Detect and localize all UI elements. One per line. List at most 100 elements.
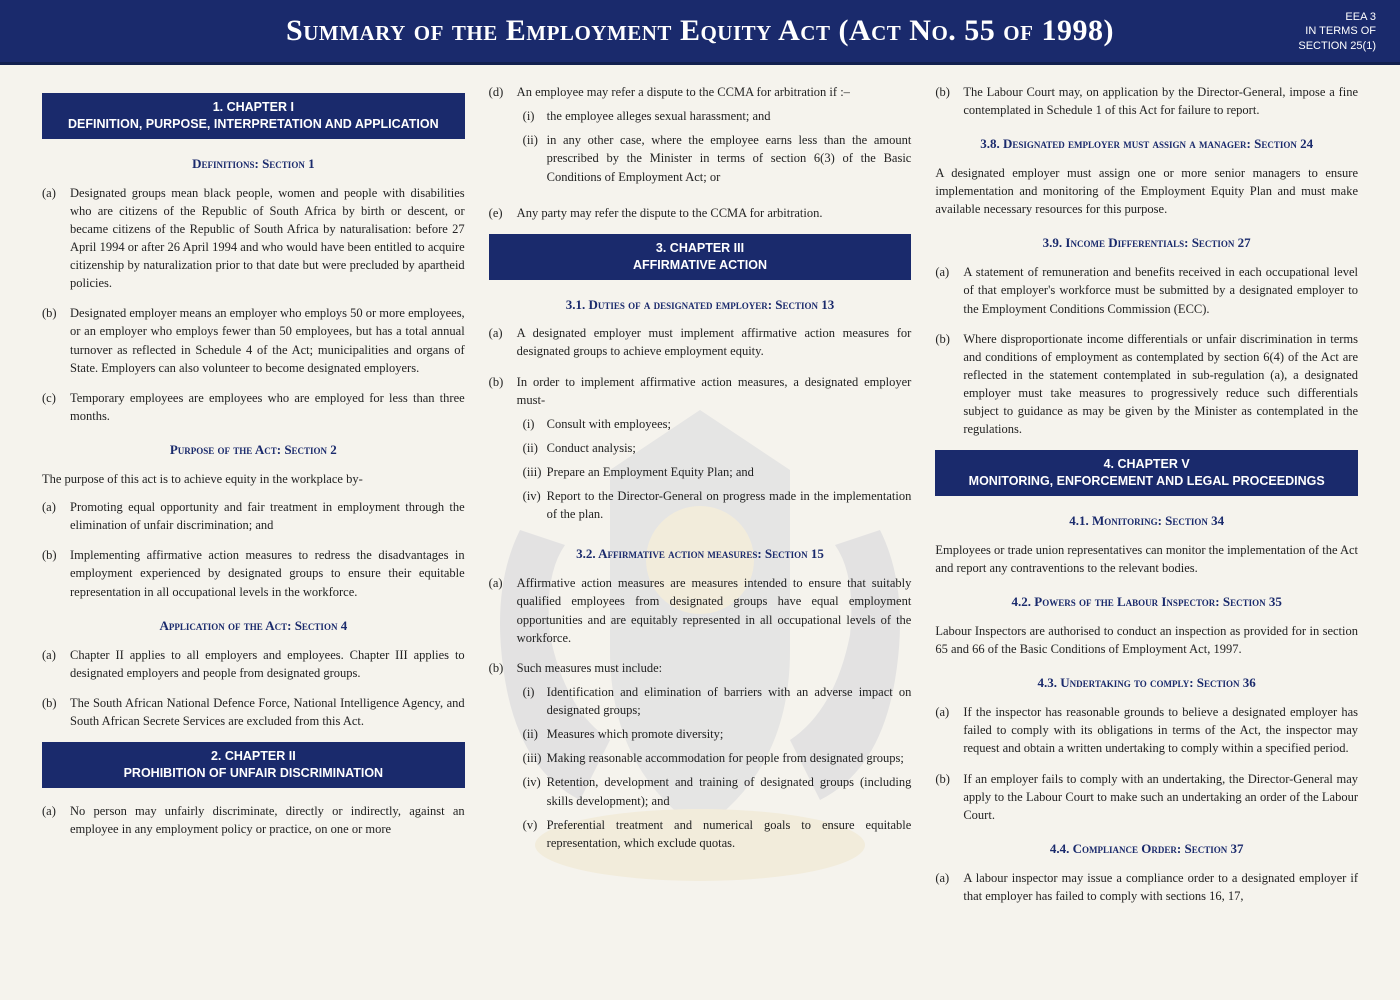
marker: (ii) <box>517 439 547 457</box>
item-body: Report to the Director-General on progre… <box>547 487 912 523</box>
item-text: In order to implement affirmative action… <box>517 375 912 407</box>
item-body: The Labour Court may, on application by … <box>963 83 1358 119</box>
item-body: Making reasonable accommodation for peop… <box>547 749 912 767</box>
intro-paragraph: The purpose of this act is to achieve eq… <box>42 470 465 488</box>
paragraph: A designated employer must assign one or… <box>935 164 1358 218</box>
document-title: Summary of the Employment Equity Act (Ac… <box>286 14 1114 48</box>
list-item: (b)Where disproportionate income differe… <box>935 330 1358 439</box>
list-item: (b)Designated employer means an employer… <box>42 304 465 377</box>
item-text: Such measures must include: <box>517 661 662 675</box>
item-body: Designated groups mean black people, wom… <box>70 184 465 293</box>
section-title: 4.1. Monitoring: Section 34 <box>935 512 1358 531</box>
paragraph: Employees or trade union representatives… <box>935 541 1358 577</box>
marker: (iii) <box>517 749 547 767</box>
section-title: Application of the Act: Section 4 <box>42 617 465 636</box>
list-item: (b) In order to implement affirmative ac… <box>489 373 912 530</box>
marker: (ii) <box>517 131 547 185</box>
marker: (a) <box>42 802 70 838</box>
item-body: If the inspector has reasonable grounds … <box>963 703 1358 757</box>
list-item: (e)Any party may refer the dispute to th… <box>489 204 912 222</box>
item-body: A labour inspector may issue a complianc… <box>963 869 1358 905</box>
item-body: Preferential treatment and numerical goa… <box>547 816 912 852</box>
item-body: Affirmative action measures are measures… <box>517 574 912 647</box>
item-body: If an employer fails to comply with an u… <box>963 770 1358 824</box>
item-body: in any other case, where the employee ea… <box>547 131 912 185</box>
chapter-number: 1. CHAPTER I <box>50 99 457 116</box>
item-body: The South African National Defence Force… <box>70 694 465 730</box>
item-body: A statement of remuneration and benefits… <box>963 263 1358 317</box>
section-title: 3.9. Income Differentials: Section 27 <box>935 234 1358 253</box>
list-item: (a)Affirmative action measures are measu… <box>489 574 912 647</box>
marker: (a) <box>935 263 963 317</box>
list-item: (b)The South African National Defence Fo… <box>42 694 465 730</box>
sublist: (i)the employee alleges sexual harassmen… <box>517 107 912 186</box>
chapter-title: DEFINITION, PURPOSE, INTERPRETATION AND … <box>50 116 457 133</box>
content-columns: 1. CHAPTER I DEFINITION, PURPOSE, INTERP… <box>0 65 1400 917</box>
marker: (b) <box>42 694 70 730</box>
item-body: Consult with employees; <box>547 415 912 433</box>
duties-list: (a)A designated employer must implement … <box>489 324 912 529</box>
marker: (b) <box>489 373 517 530</box>
item-body: Prepare an Employment Equity Plan; and <box>547 463 912 481</box>
marker: (a) <box>935 703 963 757</box>
marker: (a) <box>489 574 517 647</box>
item-body: the employee alleges sexual harassment; … <box>547 107 912 125</box>
list-item: (a)A designated employer must implement … <box>489 324 912 360</box>
chapter-3-heading: 3. CHAPTER III AFFIRMATIVE ACTION <box>489 234 912 280</box>
sub-item: (ii)Conduct analysis; <box>517 439 912 457</box>
sub-item: (ii)Measures which promote diversity; <box>517 725 912 743</box>
chapter-title: PROHIBITION OF UNFAIR DISCRIMINATION <box>50 765 457 782</box>
marker: (c) <box>42 389 70 425</box>
item-body: Designated employer means an employer wh… <box>70 304 465 377</box>
marker: (a) <box>935 869 963 905</box>
section-title: Definitions: Section 1 <box>42 155 465 174</box>
marker: (b) <box>935 83 963 119</box>
marker: (b) <box>935 330 963 439</box>
item-body: Any party may refer the dispute to the C… <box>517 204 912 222</box>
purpose-list: (a)Promoting equal opportunity and fair … <box>42 498 465 601</box>
sub-item: (i)the employee alleges sexual harassmen… <box>517 107 912 125</box>
sub-item: (iv)Report to the Director-General on pr… <box>517 487 912 523</box>
item-body: Implementing affirmative action measures… <box>70 546 465 600</box>
marker: (i) <box>517 107 547 125</box>
chapter-number: 2. CHAPTER II <box>50 748 457 765</box>
ch2-list: (a)No person may unfairly discriminate, … <box>42 802 465 838</box>
ref-line2: IN TERMS OF <box>1298 24 1376 38</box>
item-body: Where disproportionate income differenti… <box>963 330 1358 439</box>
marker: (b) <box>489 659 517 858</box>
list-item: (c)Temporary employees are employees who… <box>42 389 465 425</box>
chapter-title: AFFIRMATIVE ACTION <box>497 257 904 274</box>
marker: (v) <box>517 816 547 852</box>
item-body: Identification and elimination of barrie… <box>547 683 912 719</box>
marker: (d) <box>489 83 517 192</box>
item-body: A designated employer must implement aff… <box>517 324 912 360</box>
sublist: (i)Identification and elimination of bar… <box>517 683 912 852</box>
marker: (iv) <box>517 487 547 523</box>
section-title: 4.3. Undertaking to comply: Section 36 <box>935 674 1358 693</box>
chapter-number: 3. CHAPTER III <box>497 240 904 257</box>
income-list: (a)A statement of remuneration and benef… <box>935 263 1358 438</box>
chapter-4-heading: 4. CHAPTER V MONITORING, ENFORCEMENT AND… <box>935 450 1358 496</box>
marker: (b) <box>42 304 70 377</box>
section-title: 3.2. Affirmative action measures: Sectio… <box>489 545 912 564</box>
item-body: Conduct analysis; <box>547 439 912 457</box>
dispute-list: (d) An employee may refer a dispute to t… <box>489 83 912 222</box>
column-3: (b)The Labour Court may, on application … <box>935 83 1358 917</box>
sublist: (i)Consult with employees; (ii)Conduct a… <box>517 415 912 524</box>
marker: (a) <box>42 184 70 293</box>
marker: (a) <box>489 324 517 360</box>
marker: (b) <box>935 770 963 824</box>
marker: (e) <box>489 204 517 222</box>
list-item: (a)If the inspector has reasonable groun… <box>935 703 1358 757</box>
list-item: (a)Chapter II applies to all employers a… <box>42 646 465 682</box>
marker: (i) <box>517 683 547 719</box>
item-body: Such measures must include: (i)Identific… <box>517 659 912 858</box>
list-item: (b)Implementing affirmative action measu… <box>42 546 465 600</box>
marker: (iv) <box>517 773 547 809</box>
sub-item: (iii)Prepare an Employment Equity Plan; … <box>517 463 912 481</box>
ref-line3: SECTION 25(1) <box>1298 39 1376 53</box>
marker: (ii) <box>517 725 547 743</box>
section-title: 3.8. Designated employer must assign a m… <box>935 135 1358 154</box>
chapter-1-heading: 1. CHAPTER I DEFINITION, PURPOSE, INTERP… <box>42 93 465 139</box>
list-item: (a)Designated groups mean black people, … <box>42 184 465 293</box>
